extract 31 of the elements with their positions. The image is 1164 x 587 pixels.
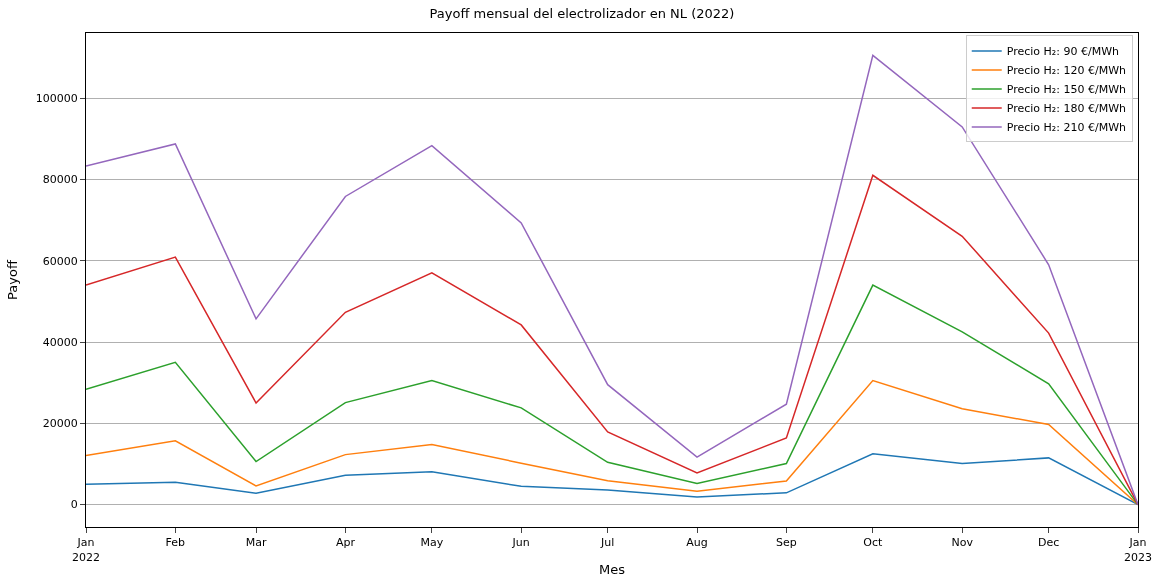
- legend-label: Precio H₂: 210 €/MWh: [1006, 121, 1127, 135]
- y-axis-title: Payoff: [4, 259, 20, 300]
- y-tick-label: 80000: [42, 173, 78, 187]
- line-series: [86, 284, 1138, 506]
- x-tick-label: Apr: [335, 536, 356, 550]
- y-tick-label: 60000: [42, 254, 78, 268]
- y-tick-label: 20000: [42, 417, 78, 431]
- line-series: [86, 379, 1138, 506]
- x-tick-label: Oct: [863, 536, 884, 550]
- x-tick-label: Sep: [776, 536, 797, 550]
- line-series: [86, 453, 1138, 506]
- y-tick-label: 0: [70, 498, 78, 512]
- legend-label: Precio H₂: 120 €/MWh: [1006, 64, 1127, 78]
- x-axis-title: Mes: [599, 562, 626, 578]
- y-tick-label: 40000: [42, 335, 78, 349]
- chart-title: Payoff mensual del electrolizador en NL (2022): [429, 5, 735, 21]
- legend-label: Precio H₂: 90 €/MWh: [1006, 45, 1120, 59]
- legend-label: Precio H₂: 180 €/MWh: [1006, 102, 1127, 116]
- x-tick-label: Mar: [245, 536, 267, 550]
- x-tick-label: Jun: [511, 536, 530, 550]
- legend-label: Precio H₂: 150 €/MWh: [1006, 83, 1127, 97]
- x-tick-label: Dec: [1038, 536, 1060, 550]
- x-tick-label: Jan 2022: [72, 536, 100, 564]
- x-tick-label: Jul: [600, 536, 615, 550]
- y-tick-label: 100000: [35, 91, 78, 105]
- x-tick-label: Nov: [951, 536, 974, 550]
- x-tick-label: Jan 2023: [1124, 536, 1152, 564]
- x-tick-label: Aug: [686, 536, 708, 550]
- x-tick-label: May: [420, 536, 444, 550]
- x-tick-label: Feb: [165, 536, 186, 550]
- line-series: [86, 54, 1138, 506]
